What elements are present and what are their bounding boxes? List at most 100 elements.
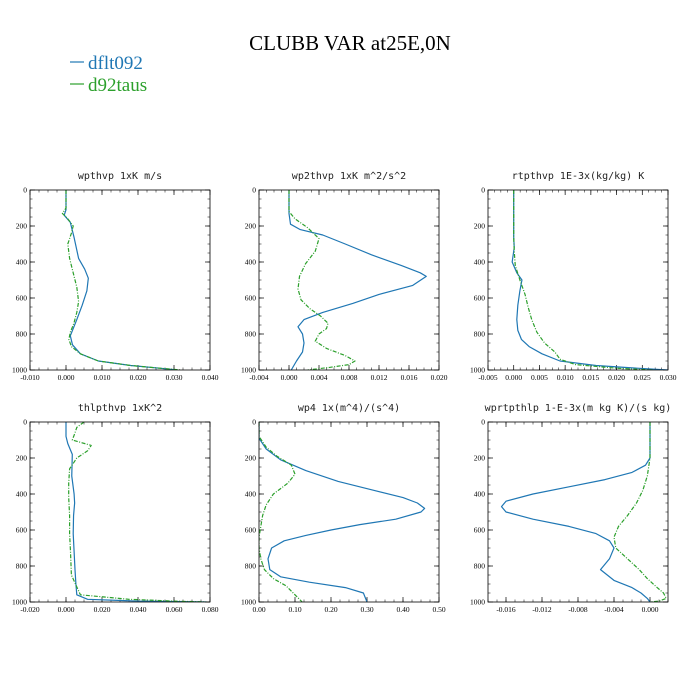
series-line-d92taus (288, 190, 356, 370)
panel-title: wp2thvp 1xK m^2/s^2 (292, 171, 406, 182)
x-tick-label: 0.030 (166, 373, 183, 382)
panel-title: thlpthvp 1xK^2 (78, 403, 162, 414)
series-group (61, 190, 182, 370)
x-tick-label: 0.30 (360, 605, 373, 614)
x-tick-label: 0.025 (634, 373, 651, 382)
x-tick-label: 0.020 (431, 373, 448, 382)
y-ticks: 0 200 400 600 800 1000 (12, 186, 210, 375)
plot-frame (487, 421, 669, 603)
x-tick-label: 0.20 (324, 605, 337, 614)
x-ticks: 0.00 0.10 0.20 0.30 0.40 0.50 (252, 422, 446, 614)
y-tick-label: 800 (245, 562, 257, 571)
y-tick-label: 1000 (470, 598, 485, 607)
y-tick-label: 1000 (241, 366, 256, 375)
x-tick-label: 0.010 (94, 373, 111, 382)
y-tick-label: 0 (23, 186, 27, 195)
x-ticks: -0.020 0.000 0.020 0.040 0.060 0.080 (20, 422, 219, 614)
plot-frame (29, 421, 211, 603)
y-tick-label: 200 (16, 222, 28, 231)
x-tick-label: 0.50 (432, 605, 445, 614)
y-tick-label: 600 (245, 526, 257, 535)
panel-title: wpthvp 1xK m/s (78, 171, 162, 182)
x-tick-label: 0.000 (281, 373, 298, 382)
series-line-dflt092 (259, 422, 426, 602)
y-ticks: 0 200 400 600 800 1000 (241, 186, 439, 375)
x-ticks: -0.005 0.000 0.005 0.010 0.015 0.020 0.025 0.03… (478, 190, 677, 382)
y-tick-label: 200 (474, 222, 486, 231)
series-line-dflt092 (288, 190, 427, 370)
y-tick-label: 600 (474, 294, 486, 303)
y-tick-label: 400 (474, 490, 486, 499)
y-tick-label: 200 (474, 454, 486, 463)
x-tick-label: 0.020 (94, 605, 111, 614)
x-tick-label: 0.020 (608, 373, 625, 382)
legend-label-dflt092: dflt092 (88, 53, 143, 74)
panel-title: wp4 1x(m^4)/(s^4) (298, 403, 400, 414)
x-tick-label: -0.008 (568, 605, 588, 614)
plot-frame (258, 189, 440, 371)
x-tick-label: 0.10 (288, 605, 301, 614)
y-tick-label: 0 (252, 418, 256, 427)
series-group (259, 422, 426, 602)
x-tick-label: -0.004 (604, 605, 624, 614)
y-tick-label: 0 (23, 418, 27, 427)
x-tick-label: 0.060 (166, 605, 183, 614)
series-line-dflt092 (65, 422, 207, 602)
panel-5: wp4 1x(m^4)/(s^4) 0.00 0.10 0.20 0.30 0.40 0.5… (241, 403, 446, 614)
panel-title: wprtpthlp 1-E-3x(m kg K)/(s kg) (485, 403, 672, 414)
panel-1: wpthvp 1xK m/s -0.010 0.000 0.010 0.020 0.030… (12, 171, 219, 382)
series-line-d92taus (68, 422, 207, 602)
y-ticks: 0 200 400 600 800 1000 (470, 186, 668, 375)
legend: dflt092 d92taus (70, 53, 147, 96)
panel-3: rtpthvp 1E-3x(kg/kg) K -0.005 0.000 0.005 0.… (470, 171, 677, 382)
x-tick-label: -0.004 (249, 373, 269, 382)
series-line-dflt092 (511, 190, 668, 370)
y-tick-label: 800 (16, 562, 28, 571)
y-tick-label: 600 (474, 526, 486, 535)
x-tick-label: 0.015 (582, 373, 599, 382)
x-ticks: -0.004 0.000 0.004 0.008 0.012 0.016 0.020 (249, 190, 448, 382)
series-line-d92taus (61, 190, 182, 370)
legend-label-d92taus: d92taus (88, 75, 147, 96)
y-tick-label: 0 (481, 186, 485, 195)
y-tick-label: 400 (474, 258, 486, 267)
plot-frame (487, 189, 669, 371)
y-tick-label: 0 (481, 418, 485, 427)
y-tick-label: 600 (16, 526, 28, 535)
y-tick-label: 400 (16, 258, 28, 267)
series-line-dflt092 (63, 190, 178, 370)
x-tick-label: 0.000 (505, 373, 522, 382)
y-tick-label: 1000 (12, 366, 27, 375)
series-line-dflt092 (500, 422, 651, 602)
series-line-d92taus (613, 422, 667, 602)
y-tick-label: 600 (16, 294, 28, 303)
y-ticks: 0 200 400 600 800 1000 (470, 418, 668, 607)
y-tick-label: 1000 (241, 598, 256, 607)
panel-2: wp2thvp 1xK m^2/s^2 -0.004 0.000 0.004 0.008… (241, 171, 448, 382)
x-tick-label: -0.016 (496, 605, 516, 614)
x-tick-label: 0.000 (642, 605, 659, 614)
panel-4: thlpthvp 1xK^2 -0.020 0.000 0.020 0.040 0.060… (12, 403, 219, 614)
x-tick-label: 0.020 (130, 373, 147, 382)
y-tick-label: 1000 (470, 366, 485, 375)
y-ticks: 0 200 400 600 800 1000 (12, 418, 210, 607)
y-tick-label: 600 (245, 294, 257, 303)
x-tick-label: -0.005 (478, 373, 498, 382)
x-tick-label: 0.016 (401, 373, 418, 382)
panels: wpthvp 1xK m/s -0.010 0.000 0.010 0.020 0.030… (12, 171, 677, 614)
y-tick-label: 400 (245, 490, 257, 499)
y-tick-label: 800 (16, 330, 28, 339)
x-tick-label: 0.030 (660, 373, 677, 382)
y-tick-label: 800 (474, 330, 486, 339)
x-tick-label: 0.004 (311, 373, 328, 382)
x-tick-label: -0.010 (20, 373, 40, 382)
panel-6: wprtpthlp 1-E-3x(m kg K)/(s kg) -0.016 -0.… (470, 403, 671, 614)
plot-frame (29, 189, 211, 371)
x-tick-label: 0.010 (557, 373, 574, 382)
series-group (500, 422, 667, 602)
x-tick-label: 0.040 (130, 605, 147, 614)
y-tick-label: 1000 (12, 598, 27, 607)
series-line-d92taus (513, 190, 653, 370)
series-group (65, 422, 207, 602)
y-tick-label: 800 (245, 330, 257, 339)
